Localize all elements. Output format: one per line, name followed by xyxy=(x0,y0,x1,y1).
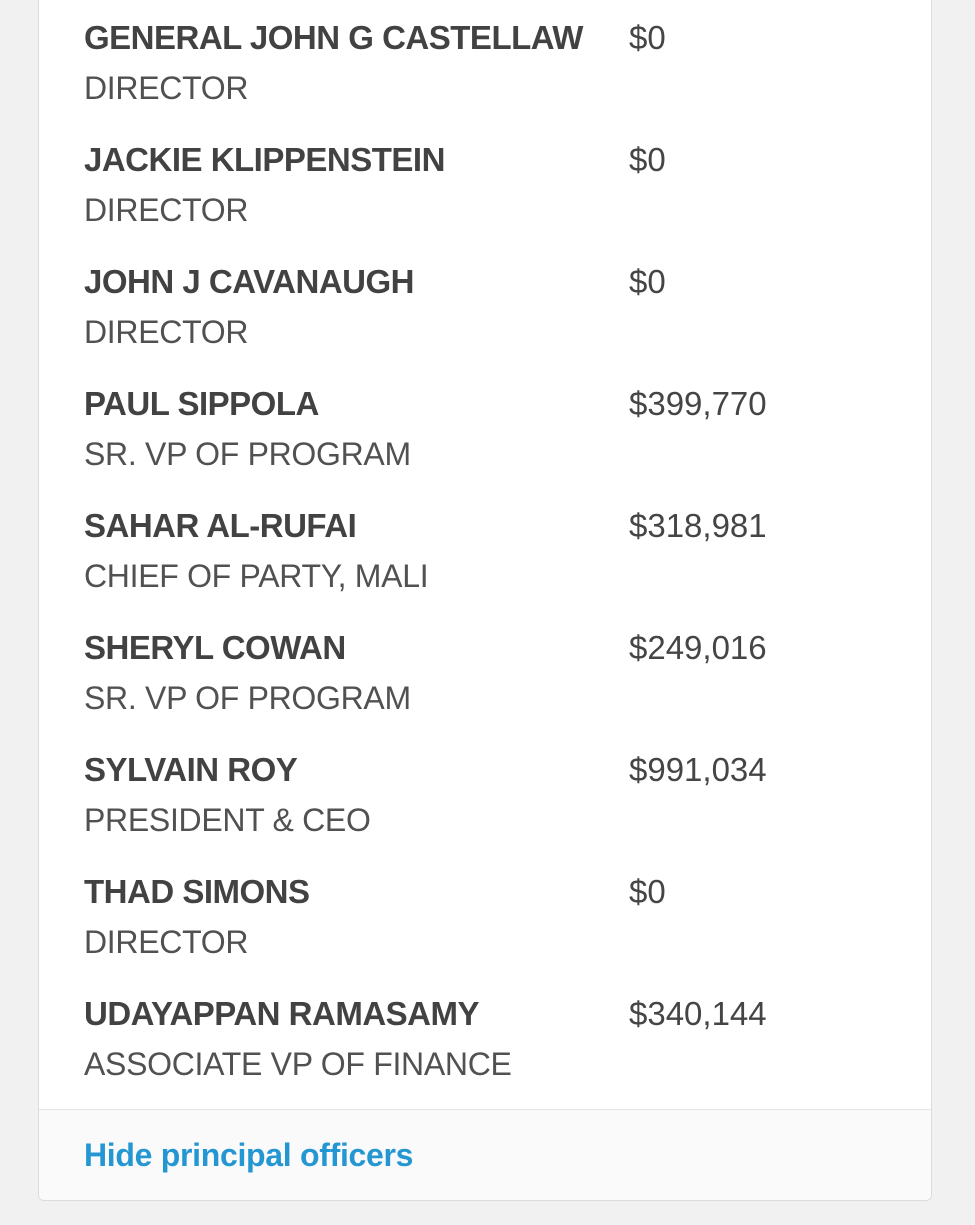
officer-name: PAUL SIPPOLA xyxy=(84,385,319,422)
officer-row: JOHN J CAVANAUGH DIRECTOR $0 xyxy=(84,246,886,368)
officer-info: UDAYAPPAN RAMASAMY ASSOCIATE VP OF FINAN… xyxy=(84,989,629,1089)
officer-compensation: $318,981 xyxy=(629,507,767,544)
officer-title: SR. VP OF PROGRAM xyxy=(84,680,411,716)
officer-compensation: $399,770 xyxy=(629,385,767,422)
principal-officers-card: GENERAL JOHN G CASTELLAW DIRECTOR $0 JAC… xyxy=(38,0,932,1201)
hide-principal-officers-link[interactable]: Hide principal officers xyxy=(84,1137,414,1173)
officer-compensation: $0 xyxy=(629,19,666,56)
officer-title: DIRECTOR xyxy=(84,192,249,228)
officer-compensation: $340,144 xyxy=(629,995,767,1032)
card-footer: Hide principal officers xyxy=(39,1109,931,1200)
officer-name: JACKIE KLIPPENSTEIN xyxy=(84,141,445,178)
officer-info: SYLVAIN ROY PRESIDENT & CEO xyxy=(84,745,629,845)
officer-compensation: $249,016 xyxy=(629,629,767,666)
officer-info: JACKIE KLIPPENSTEIN DIRECTOR xyxy=(84,135,629,235)
officer-row: SAHAR AL-RUFAI CHIEF OF PARTY, MALI $318… xyxy=(84,490,886,612)
officer-compensation: $991,034 xyxy=(629,751,767,788)
officer-row: JACKIE KLIPPENSTEIN DIRECTOR $0 xyxy=(84,124,886,246)
officer-name: SHERYL COWAN xyxy=(84,629,346,666)
officer-row: UDAYAPPAN RAMASAMY ASSOCIATE VP OF FINAN… xyxy=(84,978,886,1100)
officer-title: CHIEF OF PARTY, MALI xyxy=(84,558,429,594)
officer-info: SAHAR AL-RUFAI CHIEF OF PARTY, MALI xyxy=(84,501,629,601)
officer-name: SAHAR AL-RUFAI xyxy=(84,507,357,544)
officer-title: DIRECTOR xyxy=(84,70,249,106)
officer-info: GENERAL JOHN G CASTELLAW DIRECTOR xyxy=(84,13,629,113)
officer-compensation: $0 xyxy=(629,873,666,910)
officer-name: JOHN J CAVANAUGH xyxy=(84,263,414,300)
officer-info: THAD SIMONS DIRECTOR xyxy=(84,867,629,967)
officer-row: SYLVAIN ROY PRESIDENT & CEO $991,034 xyxy=(84,734,886,856)
officer-name: GENERAL JOHN G CASTELLAW xyxy=(84,19,583,56)
officer-name: SYLVAIN ROY xyxy=(84,751,298,788)
officer-list: GENERAL JOHN G CASTELLAW DIRECTOR $0 JAC… xyxy=(39,0,931,1100)
officer-row: SHERYL COWAN SR. VP OF PROGRAM $249,016 xyxy=(84,612,886,734)
officer-name: THAD SIMONS xyxy=(84,873,310,910)
officer-title: ASSOCIATE VP OF FINANCE xyxy=(84,1046,512,1082)
officer-name: UDAYAPPAN RAMASAMY xyxy=(84,995,480,1032)
officer-row: THAD SIMONS DIRECTOR $0 xyxy=(84,856,886,978)
officer-title: SR. VP OF PROGRAM xyxy=(84,436,411,472)
officer-compensation: $0 xyxy=(629,263,666,300)
officer-title: DIRECTOR xyxy=(84,924,249,960)
officer-title: PRESIDENT & CEO xyxy=(84,802,371,838)
officer-title: DIRECTOR xyxy=(84,314,249,350)
officer-row: GENERAL JOHN G CASTELLAW DIRECTOR $0 xyxy=(84,2,886,124)
officer-compensation: $0 xyxy=(629,141,666,178)
officer-info: JOHN J CAVANAUGH DIRECTOR xyxy=(84,257,629,357)
officer-info: SHERYL COWAN SR. VP OF PROGRAM xyxy=(84,623,629,723)
officer-row: PAUL SIPPOLA SR. VP OF PROGRAM $399,770 xyxy=(84,368,886,490)
officer-info: PAUL SIPPOLA SR. VP OF PROGRAM xyxy=(84,379,629,479)
